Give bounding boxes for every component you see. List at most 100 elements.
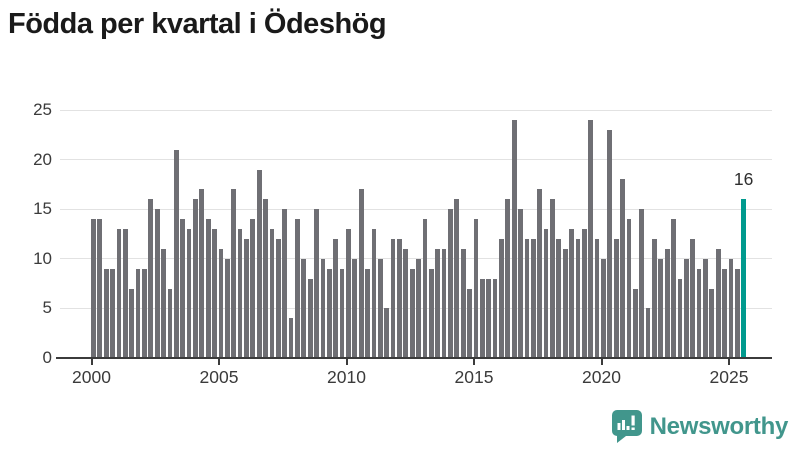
bar (186, 229, 192, 358)
bar (173, 149, 179, 358)
bar (428, 268, 434, 358)
bar (199, 189, 205, 358)
bar (307, 278, 313, 358)
bar (256, 169, 262, 358)
bar (97, 219, 103, 358)
bar (505, 199, 511, 358)
bar (142, 268, 147, 358)
bar (588, 119, 594, 358)
y-tick-label-25: 25 (33, 100, 52, 119)
bar (377, 258, 383, 358)
x-tick-label-2000: 2000 (72, 367, 111, 387)
bar (91, 219, 96, 358)
x-tick-label-2015: 2015 (454, 367, 494, 387)
y-tick-label-15: 15 (33, 199, 52, 219)
bar (645, 308, 651, 358)
x-tick-2025 (728, 359, 730, 365)
gridline-25 (60, 109, 772, 111)
bar (581, 229, 587, 358)
x-tick-2000 (90, 359, 93, 365)
bar (180, 219, 186, 358)
bar (205, 219, 211, 358)
bar (499, 238, 504, 358)
bar (346, 229, 351, 358)
bar (231, 189, 237, 358)
bar (671, 219, 676, 358)
x-axis-line (56, 357, 772, 359)
bar (403, 248, 409, 358)
bar (154, 209, 160, 358)
bar (326, 268, 332, 358)
bar (365, 268, 370, 358)
bar (550, 199, 555, 358)
bar (524, 238, 530, 358)
bar (135, 268, 141, 358)
bar (454, 199, 460, 358)
highlighted-bar (741, 199, 747, 358)
bar (518, 209, 523, 358)
bar (601, 258, 606, 358)
bar (626, 219, 632, 358)
bar (709, 288, 715, 358)
bar (371, 229, 377, 358)
gridline-20 (60, 159, 772, 161)
bar (161, 248, 166, 358)
bar (314, 209, 319, 358)
bar (167, 288, 173, 358)
bar (320, 258, 326, 358)
bar (537, 189, 543, 358)
bar (467, 288, 472, 358)
bar (620, 179, 625, 358)
bar (288, 318, 294, 358)
bar (562, 248, 568, 358)
bar (479, 278, 485, 358)
bar (409, 268, 415, 358)
bar (690, 238, 696, 358)
bar (148, 199, 154, 358)
bar (263, 199, 268, 358)
gridline-10 (60, 258, 772, 260)
bar (632, 288, 638, 358)
bar (492, 278, 498, 358)
x-tick-label-2010: 2010 (327, 367, 366, 387)
speech-bubble-bar-chart-icon (611, 410, 642, 443)
brand-name: Newsworthy (649, 412, 789, 440)
bar (460, 248, 466, 358)
bar (129, 288, 135, 358)
bar (613, 238, 619, 358)
bar (696, 268, 702, 358)
bar (435, 248, 441, 358)
bar (358, 189, 364, 358)
bar (237, 229, 243, 358)
bar (728, 258, 734, 358)
bar (352, 258, 358, 358)
bar (250, 219, 256, 358)
bar (607, 129, 613, 358)
bar (575, 238, 581, 358)
bar (530, 238, 536, 358)
bar (110, 268, 115, 358)
bar (543, 229, 549, 358)
bar (422, 219, 428, 358)
x-tick-label-2005: 2005 (199, 367, 239, 387)
bar (683, 258, 689, 358)
bar (244, 238, 249, 358)
bar (664, 248, 670, 358)
x-tick-2010 (345, 359, 348, 365)
bar (652, 238, 657, 358)
newsworthy-logo[interactable]: Newsworthy (611, 410, 789, 443)
bar (639, 209, 645, 358)
gridline-15 (60, 208, 772, 210)
bar (224, 258, 230, 358)
bar (218, 248, 224, 358)
bar (397, 238, 402, 358)
page-title: Födda per kvartal i Ödeshög (8, 8, 387, 40)
bar (511, 119, 517, 358)
bar (116, 229, 122, 358)
bar (594, 238, 600, 358)
bar (122, 229, 128, 358)
x-tick-label-2020: 2020 (582, 367, 621, 387)
bar (416, 258, 421, 358)
bar (282, 209, 288, 358)
